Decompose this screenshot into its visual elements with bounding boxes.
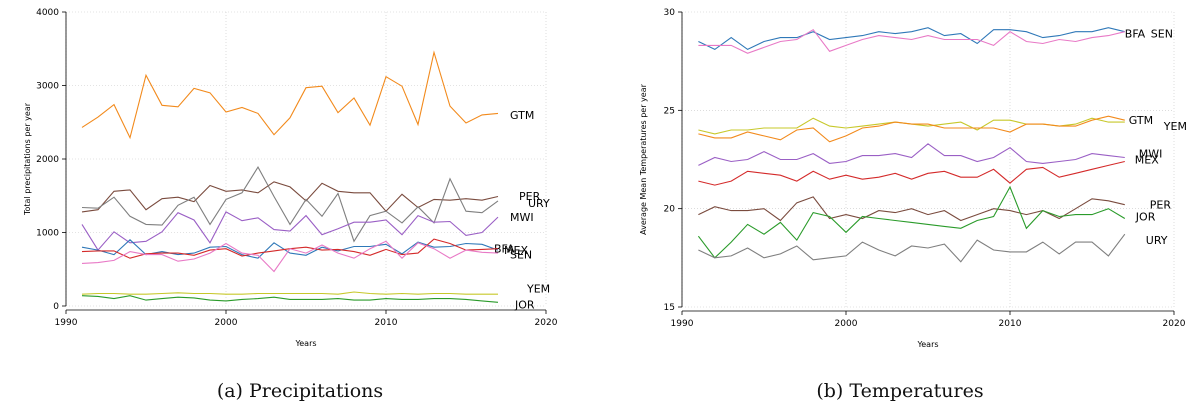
precipitation-chart: 0 1000 2000 3000 4000 1990 2000 2010 2020 Years To… xyxy=(23,8,558,348)
series-line-jor xyxy=(697,185,1126,259)
x-tick-label: 2010 xyxy=(375,318,398,328)
x-tick-label: 1990 xyxy=(671,319,694,329)
series-line-per xyxy=(698,196,1125,222)
precipitation-caption: (a) Precipitations xyxy=(216,380,384,402)
x-tick-label: 2020 xyxy=(1163,319,1186,329)
y-tick-label: 1000 xyxy=(36,229,59,239)
x-axis-label: Years xyxy=(916,340,938,349)
series-line-ury xyxy=(81,166,499,243)
series-label-sen: SEN xyxy=(1151,28,1173,41)
series-label-gtm: GTM xyxy=(510,109,534,122)
y-axis-label: Total precipitations per year xyxy=(23,102,32,216)
y-tick-label: 25 xyxy=(664,106,675,116)
temperature-chart: 15 20 25 30 1990 2000 2010 2020 Years Average Mea… xyxy=(639,8,1187,349)
x-tick-label: 2000 xyxy=(835,319,858,329)
series-label-mex: MEX xyxy=(1135,154,1159,167)
series-label-mwi: MWI xyxy=(1139,148,1163,161)
temperature-caption: (b) Temperatures xyxy=(816,380,984,402)
series-label-ury: URY xyxy=(528,197,550,210)
series-line-sen xyxy=(81,240,499,273)
series-line-gtm xyxy=(81,50,499,140)
series-line-jor xyxy=(81,295,499,303)
precipitation-panel: 0 1000 2000 3000 4000 1990 2000 2010 2020 Years To… xyxy=(23,8,558,402)
series-line-bfa xyxy=(698,27,1125,51)
series-label-gtm: GTM xyxy=(1129,114,1153,127)
series-label-sen: SEN xyxy=(510,249,532,262)
series-label-yem: YEM xyxy=(526,282,550,295)
series-label-bfa: BFA xyxy=(494,243,515,256)
x-tick-label: 1990 xyxy=(55,318,78,328)
series-label-bfa: BFA xyxy=(1125,28,1146,41)
series-line-mex xyxy=(698,160,1125,186)
y-tick-label: 15 xyxy=(664,303,675,313)
series-label-jor: JOR xyxy=(514,299,535,312)
y-tick-label: 30 xyxy=(664,8,676,18)
temperature-panel: 15 20 25 30 1990 2000 2010 2020 Years Average Mea… xyxy=(600,0,1200,416)
series-line-yem xyxy=(698,115,1125,143)
x-tick-label: 2000 xyxy=(215,318,238,328)
series-line-sen xyxy=(698,28,1125,54)
y-tick-label: 0 xyxy=(53,302,59,312)
series-line-mwi xyxy=(81,211,499,252)
series-line-mwi xyxy=(698,143,1125,166)
series-label-mwi: MWI xyxy=(510,211,534,224)
y-tick-label: 4000 xyxy=(36,8,59,18)
series-line-ury xyxy=(698,233,1126,263)
series-line-per xyxy=(81,181,499,213)
series-label-yem: YEM xyxy=(1163,120,1187,133)
series-line-yem xyxy=(81,291,498,295)
x-axis-label: Years xyxy=(294,339,316,348)
y-axis-label: Average Mean Temperatures per year xyxy=(639,83,648,235)
series-label-ury: URY xyxy=(1146,234,1168,247)
series-label-mex: MEX xyxy=(504,244,528,257)
y-tick-label: 2000 xyxy=(36,155,59,165)
x-tick-label: 2010 xyxy=(999,319,1022,329)
series-label-per: PER xyxy=(1150,199,1172,212)
series-label-jor: JOR xyxy=(1135,211,1156,224)
y-tick-label: 3000 xyxy=(36,82,59,92)
y-tick-label: 20 xyxy=(664,205,676,215)
x-tick-label: 2020 xyxy=(535,318,558,328)
series-label-per: PER xyxy=(519,190,541,203)
